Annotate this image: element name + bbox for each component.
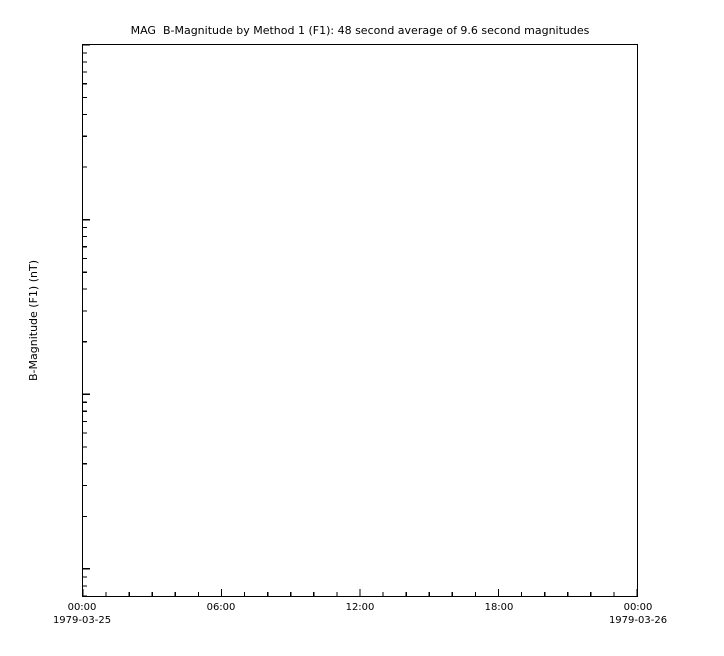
y-axis-label: B-Magnitude (F1) (nT)	[27, 260, 40, 381]
x-tick-time: 06:00	[206, 602, 236, 613]
x-axis-tick-labels: 00:00 1979-03-25 06:00 12:00 18:00 00:00 1979-…	[0, 601, 724, 641]
y-axis-ticks	[83, 45, 90, 596]
x-axis-ticks	[83, 589, 637, 596]
x-tick-time: 00:00	[623, 602, 653, 613]
plot-area[interactable]	[82, 44, 638, 597]
x-tick-time: 12:00	[345, 602, 375, 613]
x-tick-date: 1979-03-26	[608, 615, 668, 626]
chart-title: MAG B-Magnitude by Method 1 (F1): 48 sec…	[130, 24, 590, 37]
plot-canvas	[83, 45, 637, 596]
x-tick-label: 00:00 1979-03-26	[609, 601, 667, 627]
x-tick-date: 1979-03-25	[52, 615, 112, 626]
x-tick-time: 18:00	[484, 602, 514, 613]
x-tick-time: 00:00	[67, 602, 97, 613]
x-tick-label: 06:00	[207, 601, 236, 614]
x-tick-label: 12:00	[346, 601, 375, 614]
x-tick-label: 00:00 1979-03-25	[53, 601, 111, 627]
x-tick-label: 18:00	[485, 601, 514, 614]
